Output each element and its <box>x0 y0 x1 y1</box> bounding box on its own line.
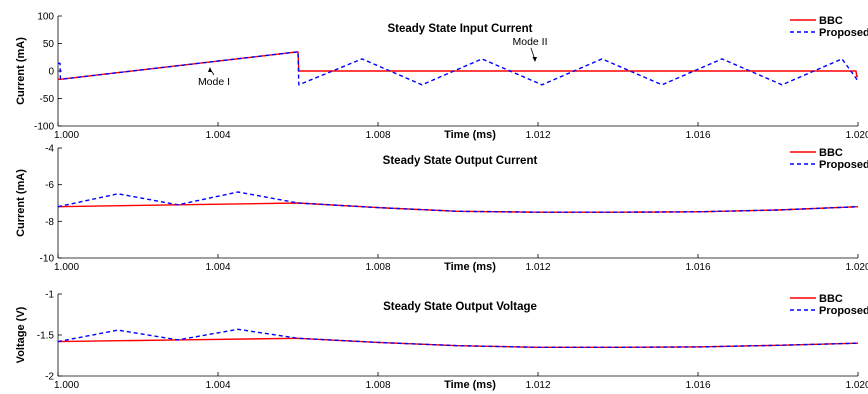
chart-title: Steady State Input Current <box>387 23 532 35</box>
series-line-proposed <box>57 191 859 213</box>
panel-1: 1.000 1.004 1.008 1.012 1.016 1.020 100 50 0 -50 -… <box>15 12 868 142</box>
y-tick-label: -10 <box>40 254 55 265</box>
mode-i-arrowhead <box>208 67 212 72</box>
x-axis-label: Time (ms) <box>444 261 496 273</box>
x-tick-label: 1.004 <box>205 262 230 273</box>
y-axis-label: Voltage (V) <box>15 306 27 363</box>
annotation-mode-ii: Mode II <box>512 36 547 48</box>
x-tick-label: 1.020 <box>845 130 868 141</box>
x-tick-label: 1.012 <box>525 380 550 391</box>
panel-3: 1.000 1.004 1.008 1.012 1.016 1.020 -1 -1.5 -2 St… <box>15 290 868 392</box>
x-tick-label: 1.008 <box>365 262 390 273</box>
legend-label-bbc: BBC <box>819 147 843 159</box>
annotation-mode-i: Mode I <box>198 76 230 88</box>
x-tick-label: 1.020 <box>845 262 868 273</box>
x-tick-label: 1.000 <box>54 130 79 141</box>
legend-label-proposed: Proposed <box>819 159 868 171</box>
y-tick-label: -2 <box>45 372 54 383</box>
mode-ii-arrowhead <box>532 57 537 62</box>
x-tick-label: 1.004 <box>205 380 230 391</box>
y-tick-label: -100 <box>34 122 54 133</box>
y-tick-label: -8 <box>45 217 54 228</box>
y-axis-label: Current (mA) <box>15 169 27 237</box>
x-tick-label: 1.008 <box>365 130 390 141</box>
x-tick-label: 1.008 <box>365 380 390 391</box>
x-tick-label: 1.012 <box>525 262 550 273</box>
y-tick-label: 50 <box>43 39 55 50</box>
x-tick-label: 1.004 <box>205 130 230 141</box>
legend-label-bbc: BBC <box>819 293 843 305</box>
y-tick-label: -1.5 <box>37 331 55 342</box>
legend-label-bbc: BBC <box>819 15 843 27</box>
y-axis-label: Current (mA) <box>15 37 27 105</box>
x-tick-label: 1.020 <box>845 380 868 391</box>
x-tick-label: 1.016 <box>685 262 710 273</box>
x-tick-label: 1.016 <box>685 380 710 391</box>
legend-label-proposed: Proposed <box>819 305 868 317</box>
x-tick-label: 1.012 <box>525 130 550 141</box>
x-axis-label: Time (ms) <box>444 379 496 391</box>
x-tick-label: 1.016 <box>685 130 710 141</box>
x-tick-label: 1.000 <box>54 380 79 391</box>
series-line-proposed <box>58 51 858 86</box>
y-tick-label: -50 <box>40 94 55 105</box>
chart-title: Steady State Output Voltage <box>383 301 537 313</box>
y-tick-label: -4 <box>45 144 54 155</box>
y-tick-label: 100 <box>37 12 54 23</box>
x-axis-label: Time (ms) <box>444 129 496 141</box>
series-line-proposed <box>57 328 859 348</box>
chart-title: Steady State Output Current <box>383 155 538 167</box>
legend-label-proposed: Proposed <box>819 27 868 39</box>
panel-2: 1.000 1.004 1.008 1.012 1.016 1.020 -4 -6 -8 -10 S… <box>15 144 868 274</box>
x-tick-label: 1.000 <box>54 262 79 273</box>
y-tick-label: 0 <box>48 67 54 78</box>
y-tick-label: -6 <box>45 180 54 191</box>
y-tick-label: -1 <box>45 290 54 301</box>
